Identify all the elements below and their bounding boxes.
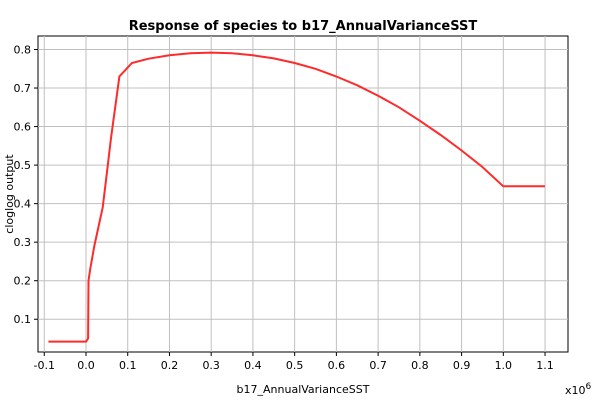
x-tick-label: 0.1 bbox=[119, 359, 137, 372]
x-tick-label: -0.1 bbox=[34, 359, 55, 372]
x-tick-label: 0.0 bbox=[77, 359, 95, 372]
chart-title: Response of species to b17_AnnualVarianc… bbox=[129, 19, 478, 34]
y-tick-label: 0.2 bbox=[14, 275, 32, 288]
y-gridlines bbox=[38, 48, 568, 320]
y-tick-label: 0.4 bbox=[14, 198, 32, 211]
x-tick-label: 0.5 bbox=[286, 359, 304, 372]
y-tick-label: 0.1 bbox=[14, 313, 32, 326]
y-tick-label: 0.6 bbox=[14, 121, 32, 134]
y-tick-label: 0.3 bbox=[14, 236, 32, 249]
x-axis-ticks: -0.1 0.0 0.1 0.2 0.3 0.4 0.5 0.6 0.7 0.8 0.9 1.0 1.1 bbox=[34, 352, 554, 372]
x-axis-multiplier: x106 bbox=[565, 382, 592, 397]
x-tick-label: 0.2 bbox=[161, 359, 179, 372]
y-tick-label: 0.5 bbox=[14, 159, 32, 172]
x-gridlines bbox=[43, 36, 546, 352]
x-axis-label: b17_AnnualVarianceSST bbox=[237, 383, 370, 396]
y-axis-label: cloglog output bbox=[3, 154, 16, 234]
x-axis-multiplier-exponent: 6 bbox=[586, 382, 592, 392]
x-tick-label: 0.7 bbox=[369, 359, 387, 372]
x-tick-label: 0.4 bbox=[244, 359, 262, 372]
x-tick-label: 0.3 bbox=[202, 359, 220, 372]
y-axis-ticks: 0.1 0.2 0.3 0.4 0.5 0.6 0.7 0.8 bbox=[14, 43, 38, 326]
x-axis-multiplier-base: x10 bbox=[565, 384, 586, 397]
x-tick-label: 1.1 bbox=[536, 359, 554, 372]
y-tick-label: 0.7 bbox=[14, 82, 32, 95]
x-tick-label: 1.0 bbox=[495, 359, 513, 372]
x-tick-label: 0.8 bbox=[411, 359, 429, 372]
x-tick-label: 0.9 bbox=[453, 359, 471, 372]
response-curve bbox=[48, 51, 545, 343]
x-tick-label: 0.6 bbox=[328, 359, 346, 372]
y-tick-label: 0.8 bbox=[14, 43, 32, 56]
plot-area bbox=[37, 35, 569, 353]
